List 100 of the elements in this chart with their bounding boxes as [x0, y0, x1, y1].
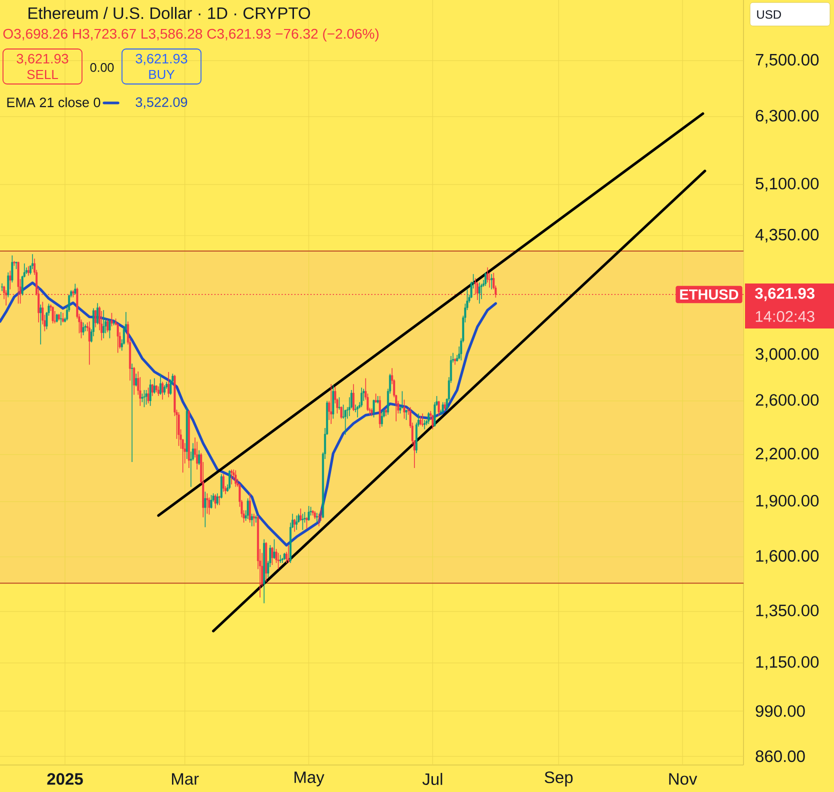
candlestick [372, 399, 375, 418]
y-tick-label: 6,300.00 [756, 110, 819, 124]
ref-line-label: ETHUSD [680, 289, 738, 300]
candlestick [216, 492, 218, 506]
candlestick [428, 412, 430, 424]
candlestick [374, 393, 377, 404]
candlestick [316, 512, 318, 524]
annotation: SELL [27, 70, 58, 80]
candlestick [277, 552, 280, 570]
candlestick [40, 304, 42, 345]
candlestick [271, 546, 274, 566]
y-tick-label: 2,600.00 [756, 394, 819, 408]
candlestick [490, 274, 493, 290]
candlestick [252, 513, 255, 527]
candlestick [204, 491, 206, 528]
annotation: 3,621.93 [16, 54, 68, 66]
candlestick [135, 373, 138, 387]
y-tick-label: 7,500.00 [756, 54, 819, 68]
candlestick [287, 544, 290, 564]
candlestick [178, 412, 180, 446]
candlestick [11, 255, 14, 283]
x-tick-label: Jul [422, 772, 442, 786]
candlestick [52, 306, 54, 324]
y-tick-label: 2,200.00 [756, 448, 819, 462]
candlestick [246, 498, 249, 520]
candlestick [198, 450, 200, 466]
y-tick-label: 4,350.00 [755, 228, 819, 242]
candlestick [254, 515, 257, 524]
candlestick [403, 399, 406, 420]
candlestick [145, 390, 148, 406]
candlestick [356, 405, 359, 418]
line-series [0, 281, 497, 547]
candlestick [168, 372, 170, 398]
y-tick-label: 1,350.00 [756, 604, 819, 618]
candlestick [82, 322, 84, 336]
candlestick [302, 513, 304, 530]
candlestick [420, 416, 422, 426]
y-tick-label: 3,000.00 [756, 348, 819, 362]
candlestick [9, 270, 12, 290]
annotation: 0.00 [90, 63, 114, 72]
candlestick [147, 387, 150, 404]
candlestick [54, 310, 56, 324]
text: 3,621.93 [755, 288, 814, 302]
candlestick [159, 373, 162, 396]
candlestick [478, 282, 480, 304]
candlestick [102, 310, 105, 339]
candlestick [214, 494, 216, 509]
candlestick [100, 310, 103, 341]
candlestick [94, 310, 96, 328]
candlestick [62, 312, 64, 323]
candlestick [210, 494, 212, 509]
candlestick [296, 515, 298, 530]
candlestick [88, 321, 90, 366]
candlestick [340, 406, 342, 420]
candlestick [108, 319, 111, 339]
candlestick [206, 492, 208, 514]
y-tick-label: 990.00 [756, 705, 805, 717]
candlestick [208, 497, 210, 516]
candlestick [96, 302, 99, 325]
candlestick [151, 384, 154, 396]
candlestick [153, 378, 156, 394]
x-tick-label: Sep [544, 772, 573, 786]
candlestick [484, 272, 487, 286]
candlestick [149, 379, 152, 406]
x-tick-label: May [294, 772, 324, 786]
candlestick [300, 508, 302, 522]
y-tick-label: 1,150.00 [756, 656, 819, 670]
text: O3,698.26 H3,723.67 L3,586.28 C3,621.93 −76.32 (−2.06%) [3, 28, 379, 42]
candlestick [250, 513, 253, 527]
candlestick [330, 384, 332, 424]
candlestick [218, 495, 220, 506]
candlestick [143, 390, 146, 408]
x-tick-label: Nov [669, 773, 698, 785]
candlestick [196, 441, 198, 470]
legend-label: EMA 21 close 0 [7, 97, 100, 108]
annotation: BUY [149, 70, 175, 80]
candlestick [294, 518, 296, 532]
candlestick [230, 469, 233, 485]
y-tick-label: 1,600.00 [756, 550, 819, 564]
candlestick [332, 384, 334, 420]
candlestick [220, 474, 222, 499]
annotation: 3,522.09 [136, 97, 188, 109]
candlestick [352, 384, 354, 412]
candlestick [234, 470, 237, 488]
candlestick [380, 410, 383, 428]
candlestick [222, 474, 224, 492]
candlestick [110, 312, 113, 327]
candlestick [248, 492, 251, 524]
candlestick [7, 272, 10, 298]
annotation: 3,621.93 [136, 54, 188, 66]
candlestick [116, 322, 119, 354]
candlestick [360, 387, 363, 408]
candlestick [1, 282, 4, 292]
candlestick [306, 516, 308, 530]
candlestick [157, 386, 160, 396]
y-tick-label: 5,100.00 [756, 178, 819, 192]
candlestick [432, 414, 434, 430]
candlestick [32, 254, 34, 270]
text: USD [757, 10, 781, 19]
x-tick-label: Mar [172, 773, 199, 785]
